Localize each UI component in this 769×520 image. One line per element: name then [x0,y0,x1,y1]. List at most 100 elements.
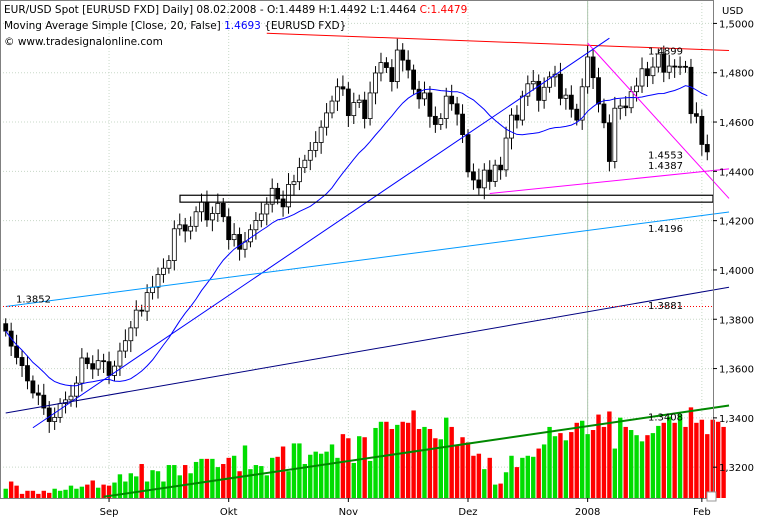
candle [182,217,188,243]
volume-bar [302,464,308,498]
candle [666,54,672,80]
candle [19,350,25,377]
candle [258,202,264,228]
candle [498,156,504,180]
candle [688,58,694,124]
y-tick-label: 1,4600 [719,118,754,129]
candle [585,45,591,94]
volume-bar [215,467,221,498]
volume-bar [492,484,498,498]
trend-line-label: 1.3881 [648,301,683,312]
y-tick-label: 1,3400 [719,414,754,425]
volume-bar [422,426,427,498]
ma-legend-suffix: {EURUSD FXD} [261,20,346,32]
volume-bar [286,471,291,498]
header-copyright: © www.tradesignalonline.com [4,36,163,48]
volume-bar [85,484,90,498]
candle [617,99,623,120]
candle [166,255,172,274]
volume-bar [95,487,101,498]
volume-bar [25,490,30,498]
volume-bar [569,432,574,498]
volume-bar [672,422,677,498]
candle [302,154,308,174]
candle [384,57,389,73]
volume-bar [221,464,226,498]
volume-bar [308,454,313,498]
candle [422,81,427,106]
trend-line [5,211,730,307]
volume-bar [395,424,400,498]
candle [133,300,139,337]
volume-bar [161,481,166,498]
candle [699,109,705,156]
volume-bar [329,444,335,498]
volume-bar [563,440,569,498]
volume-bar [41,490,46,498]
candle [171,220,177,271]
trend-line-label: 1.4553 [648,150,683,161]
candle [329,95,335,119]
candle [351,92,357,125]
ma-legend-value: 1.4693 [224,20,261,32]
trend-line [489,168,730,195]
volume-bar [699,419,705,498]
volume-bar [313,451,318,498]
volume-bar [19,493,25,498]
header-low: L:1.4464 [367,4,417,16]
x-axis: Sep Okt Nov Dez 2008 Feb [100,498,711,518]
candle [307,142,313,171]
volume-bar [112,482,117,498]
volume-bar [482,469,487,498]
scroll-handle[interactable] [706,491,717,502]
candle [41,383,47,415]
candle [35,384,41,406]
volume-bar [715,421,721,498]
plot-frame [0,0,714,499]
candle [128,320,134,353]
candle [655,48,661,73]
volume-bar [705,434,710,498]
volume-bar [438,439,443,498]
trend-line [103,404,730,498]
currency-label: USD [722,6,744,17]
volume-bar [182,465,188,498]
volume-bar [280,446,286,498]
volume-bar [411,410,416,498]
candle [558,62,563,106]
volume-bar [509,455,514,498]
volume-bar [63,489,68,498]
volume-bar [634,435,639,498]
candle [95,349,101,376]
candle [416,80,422,109]
candle [405,50,411,79]
volume-bar [460,437,465,498]
volume-bar [90,480,95,498]
volume-bar [210,458,215,498]
candle [639,57,645,93]
volume-bar [683,426,688,498]
candle [563,88,569,110]
candle [623,96,629,117]
volume-bar [541,444,547,498]
volume-bar [318,453,324,498]
y-tick-label: 1,5000 [719,19,754,30]
volume-bar [433,438,438,498]
volume-bar [264,475,269,498]
candle [661,45,667,83]
candle [335,78,340,111]
candle [106,351,112,384]
volume-bar [362,437,367,498]
candle [509,108,514,150]
candle [476,168,482,195]
candle [427,86,433,128]
ma-legend-label: Moving Average Simple [Close, 20, False] [4,20,224,32]
candle [672,59,678,78]
candle [177,213,183,236]
trend-line [266,32,730,52]
volume-bar [547,426,552,498]
volume-bar [117,474,123,498]
volume-bar [623,426,628,498]
volume-bars [3,407,726,498]
